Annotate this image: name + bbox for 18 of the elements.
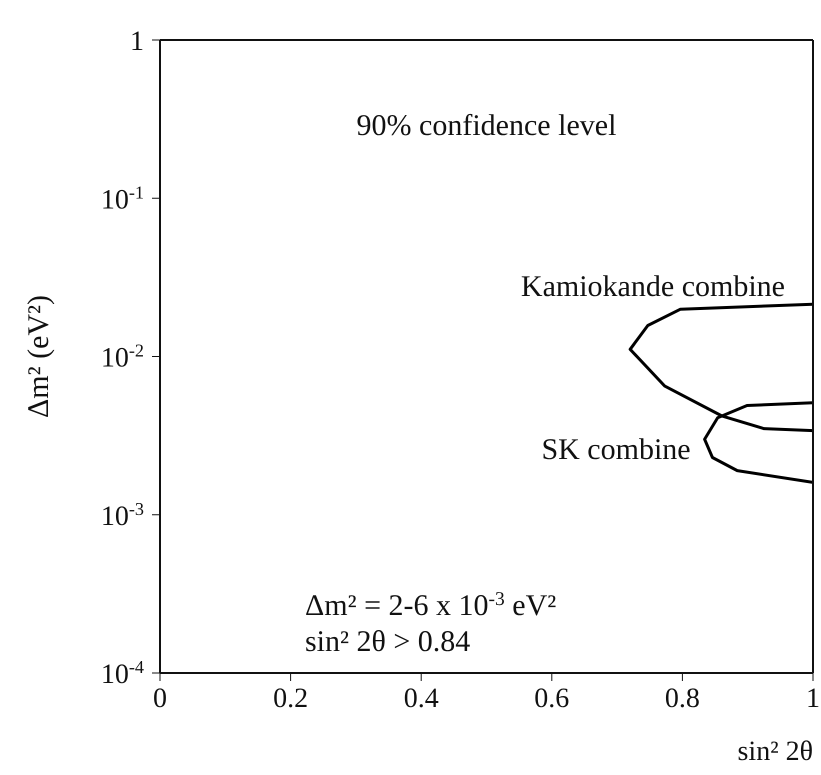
annotation: Δm² = 2-6 x 10$^{-3}$ eV²: [305, 588, 556, 622]
y-tick-label: 10$^{-4}$: [100, 657, 144, 690]
series-label: SK combine: [541, 433, 691, 466]
x-tick-label: 0.2: [273, 683, 308, 714]
y-tick-label: 10$^{-3}$: [100, 498, 144, 532]
annotation: sin² 2θ > 0.84: [305, 625, 470, 658]
x-tick-label: 0.8: [664, 683, 700, 714]
x-tick-label: 0.6: [534, 683, 570, 714]
x-tick-label: 0: [153, 683, 167, 714]
x-axis-title: sin² 2θ: [738, 736, 813, 767]
y-axis-title: Δm² (eV²): [22, 294, 55, 418]
x-tick-label: 1: [806, 683, 820, 714]
y-tick-label: 10$^{-2}$: [100, 340, 144, 374]
y-tick-label: 1: [130, 26, 144, 57]
y-tick-label: 10$^{-1}$: [100, 182, 144, 216]
series-label: Kamiokande combine: [520, 270, 785, 304]
annotation: 90% confidence level: [356, 109, 616, 142]
x-tick-label: 0.4: [404, 683, 439, 714]
